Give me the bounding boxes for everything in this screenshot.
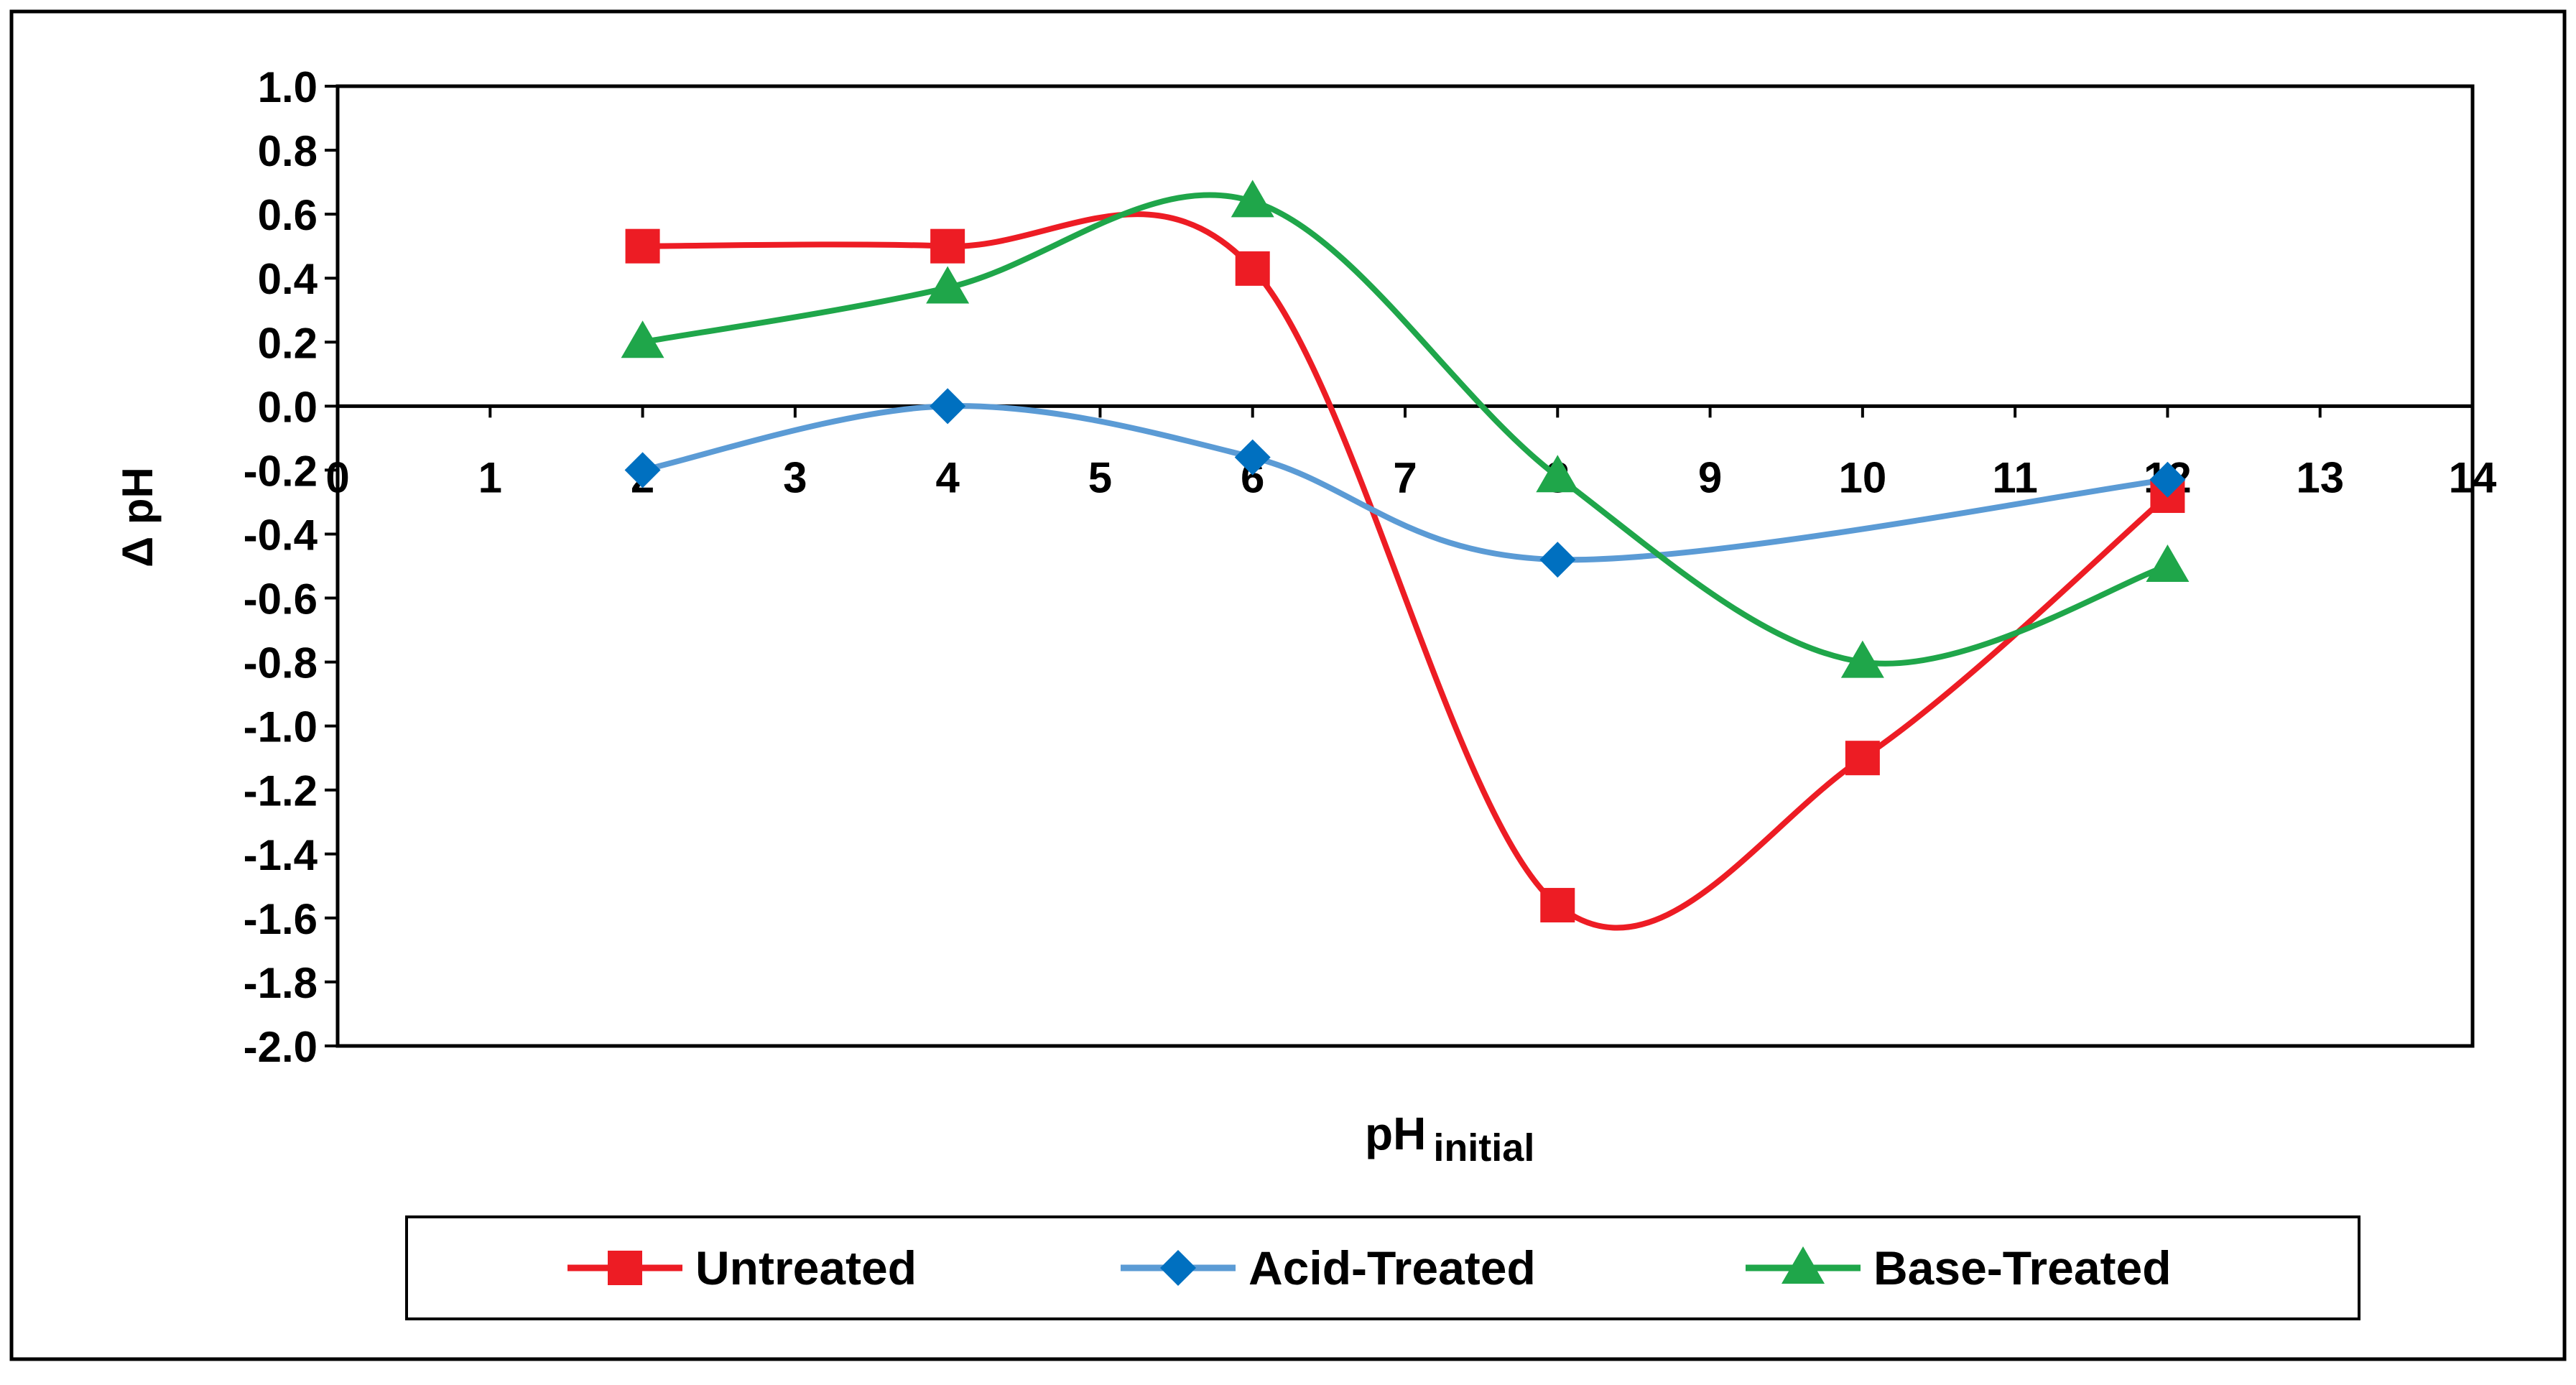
x-tick-label: 3 bbox=[783, 453, 807, 501]
y-tick-label: -1.4 bbox=[244, 831, 318, 879]
y-axis-ticks: 1.0 0.8 0.6 0.4 0.2 0.0 -0.2 -0.4 -0.6 -0.8 -1.0 -1… bbox=[244, 63, 338, 1071]
y-axis-label: Δ pH bbox=[113, 467, 162, 568]
legend-marker bbox=[608, 1251, 642, 1285]
y-tick-label: 0.6 bbox=[258, 191, 318, 239]
legend-label: Base-Treated bbox=[1873, 1241, 2172, 1294]
y-tick-label: -1.0 bbox=[244, 703, 318, 751]
series-line bbox=[641, 403, 2168, 563]
x-tick-label: 10 bbox=[1838, 453, 1886, 501]
y-tick-label: 0.4 bbox=[258, 255, 318, 303]
data-point bbox=[930, 228, 965, 264]
data-point bbox=[2146, 545, 2190, 582]
legend-label: Acid-Treated bbox=[1248, 1241, 1536, 1294]
x-axis-label: pH initial bbox=[1365, 1108, 1534, 1169]
data-point bbox=[621, 320, 664, 358]
x-axis-label-main: pH bbox=[1365, 1108, 1426, 1159]
series-layer bbox=[621, 180, 2190, 931]
x-axis-label-subscript: initial bbox=[1433, 1126, 1534, 1169]
x-tick-label: 13 bbox=[2296, 453, 2344, 501]
y-tick-label: -1.2 bbox=[244, 767, 318, 815]
data-point bbox=[1235, 251, 1270, 286]
y-tick-label: -0.2 bbox=[244, 447, 318, 495]
y-tick-label: -0.8 bbox=[244, 639, 318, 687]
y-tick-label: -2.0 bbox=[244, 1023, 318, 1071]
data-point bbox=[1540, 888, 1575, 923]
y-tick-label: 0.2 bbox=[258, 319, 318, 367]
legend-marker bbox=[1782, 1246, 1825, 1284]
x-tick-label: 7 bbox=[1393, 453, 1417, 501]
x-tick-label: 5 bbox=[1088, 453, 1112, 501]
data-point bbox=[1231, 180, 1274, 218]
y-tick-label: -1.6 bbox=[244, 895, 318, 943]
data-point bbox=[624, 452, 661, 488]
x-tick-label: 11 bbox=[1992, 453, 2037, 501]
x-tick-label: 4 bbox=[935, 453, 960, 501]
x-tick-label: 9 bbox=[1698, 453, 1722, 501]
x-tick-label: 14 bbox=[2449, 453, 2497, 501]
legend-box bbox=[405, 1215, 2360, 1320]
data-point bbox=[625, 228, 660, 264]
y-tick-label: 1.0 bbox=[258, 63, 318, 111]
data-point bbox=[1536, 455, 1580, 493]
data-point bbox=[1840, 640, 1884, 678]
series-line bbox=[641, 192, 2169, 667]
data-point bbox=[926, 266, 970, 304]
y-tick-label: -1.8 bbox=[244, 959, 318, 1007]
data-point bbox=[1539, 542, 1576, 578]
data-point bbox=[930, 388, 966, 425]
data-point bbox=[1234, 439, 1271, 476]
y-tick-label: 0.8 bbox=[258, 127, 318, 175]
y-tick-label: -0.6 bbox=[244, 575, 318, 624]
x-tick-label: 0 bbox=[325, 453, 349, 501]
data-point bbox=[2149, 461, 2186, 498]
y-tick-label: 0.0 bbox=[258, 383, 318, 431]
legend-label: Untreated bbox=[695, 1241, 917, 1294]
legend-marker bbox=[1160, 1250, 1196, 1286]
legend: Untreated Acid-Treated Base-Treated bbox=[567, 1241, 2172, 1294]
x-tick-label: 1 bbox=[478, 453, 502, 501]
y-tick-label: -0.4 bbox=[244, 511, 318, 559]
data-point bbox=[1845, 741, 1880, 776]
